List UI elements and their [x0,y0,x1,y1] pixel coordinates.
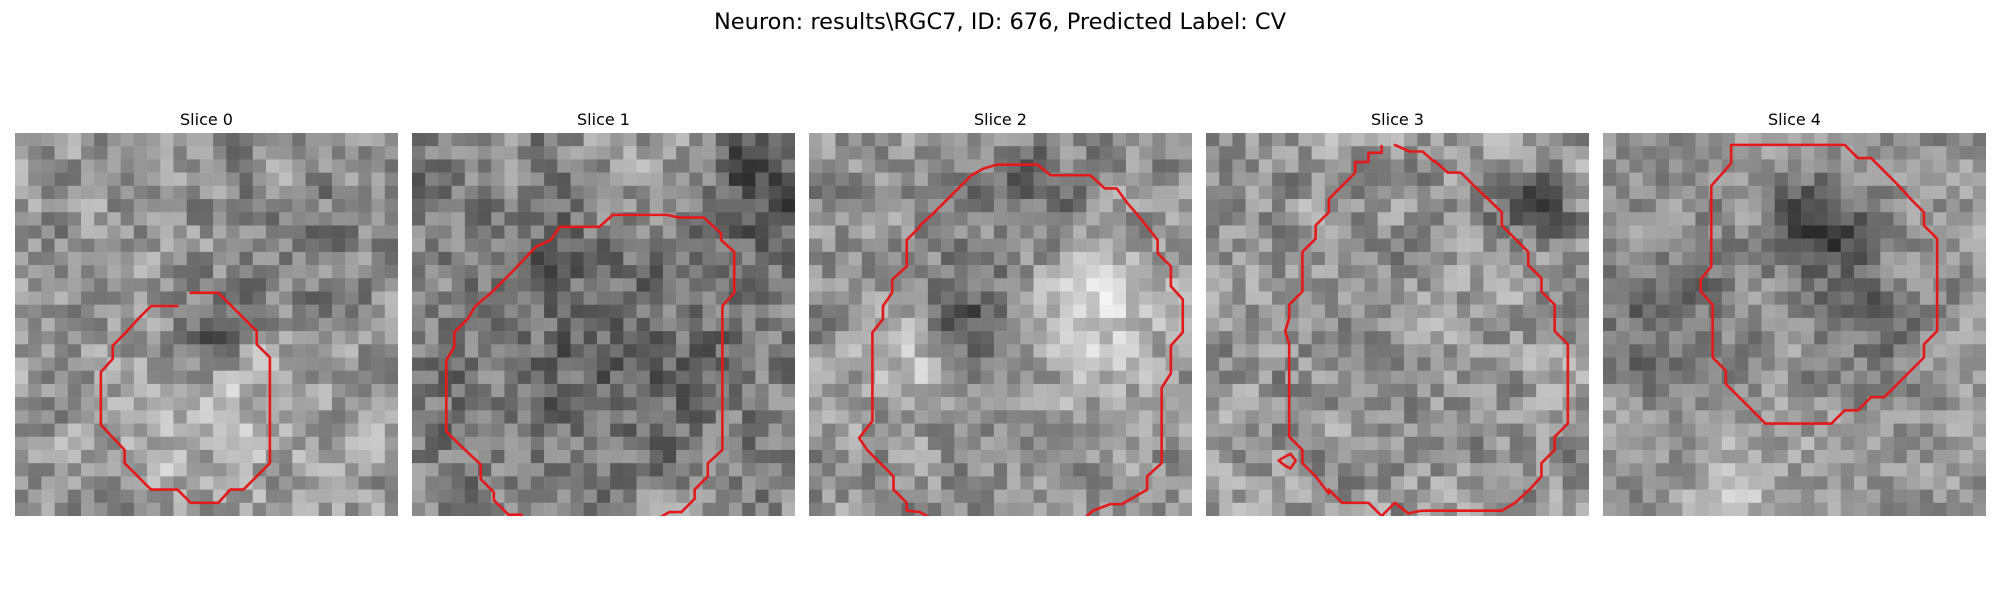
slice-panel-0: Slice 0 [15,108,398,518]
pixel-grid [1206,133,1589,516]
slice-title: Slice 3 [1371,110,1424,129]
slice-title: Slice 2 [974,110,1027,129]
slice-image [1206,133,1589,516]
pixel-grid [412,133,795,516]
contour-line [1279,454,1296,469]
slice-title: Slice 4 [1768,110,1821,129]
pixel-grid [1603,133,1986,516]
pixel-grid [809,133,1192,516]
slice-panel-1: Slice 1 [412,108,795,518]
pixel-grid [15,133,398,516]
slice-image [1603,133,1986,516]
slice-image [809,133,1192,516]
slice-title: Slice 0 [180,110,233,129]
contour-line [1701,145,1937,424]
contour-line [1285,145,1568,516]
contour-line [101,293,270,503]
slice-panel-2: Slice 2 [809,108,1192,518]
slice-image [412,133,795,516]
figure-title: Neuron: results\RGC7, ID: 676, Predicted… [713,9,1287,35]
slice-panel-3: Slice 3 [1206,108,1589,518]
slice-title: Slice 1 [577,110,630,129]
slice-panel-4: Slice 4 [1603,108,1986,518]
contour-line [859,165,1183,516]
contour-line [446,215,734,516]
slice-image [15,133,398,516]
